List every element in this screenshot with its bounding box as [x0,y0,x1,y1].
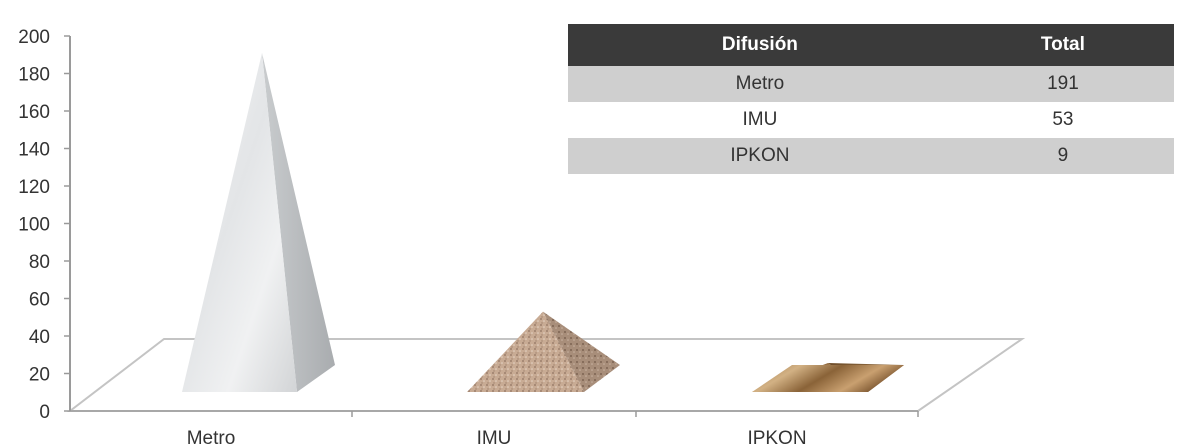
table-cell-total: 53 [951,102,1174,138]
y-tick-label: 140 [18,140,50,161]
y-tick-label: 20 [29,365,50,386]
category-label-metro: Metro [187,428,236,448]
pyramid-bar-metro [182,52,335,392]
table-header-difusion: Difusión [568,24,952,66]
y-tick-label: 60 [29,290,50,311]
table-header-row: Difusión Total [568,24,1174,66]
data-table: Difusión Total Metro 191 IMU 53 IPKON 9 [568,24,1174,174]
pyramid-side-face [262,52,335,392]
x-axis-ticks [351,411,919,417]
table-row: IMU 53 [568,102,1174,138]
pyramid-series [182,52,904,392]
y-axis-ticks: 0 20 40 60 80 100 120 140 160 180 200 [18,27,70,423]
table-cell-name: IMU [568,102,952,138]
table-cell-total: 191 [951,66,1174,102]
category-label-imu: IMU [477,428,512,448]
y-tick-label: 180 [18,65,50,86]
table-cell-name: Metro [568,66,952,102]
y-tick-label: 160 [18,102,50,123]
table-cell-total: 9 [951,138,1174,174]
category-label-ipkon: IPKON [747,428,806,448]
pyramid-bar-ipkon [752,363,904,392]
pyramid-front-face [467,311,584,392]
pyramid-front-face [182,52,297,392]
y-tick-label: 200 [18,27,50,48]
pyramid-side-face [543,311,620,392]
table-row: IPKON 9 [568,138,1174,174]
pyramid-top-face [752,365,904,392]
y-tick-label: 0 [39,402,50,423]
pyramid-bar-imu [467,311,620,392]
y-tick-label: 40 [29,327,50,348]
table-row: Metro 191 [568,66,1174,102]
table-header-total: Total [951,24,1174,66]
table-cell-name: IPKON [568,138,952,174]
y-tick-label: 120 [18,177,50,198]
y-tick-label: 100 [18,215,50,236]
y-tick-label: 80 [29,252,50,273]
